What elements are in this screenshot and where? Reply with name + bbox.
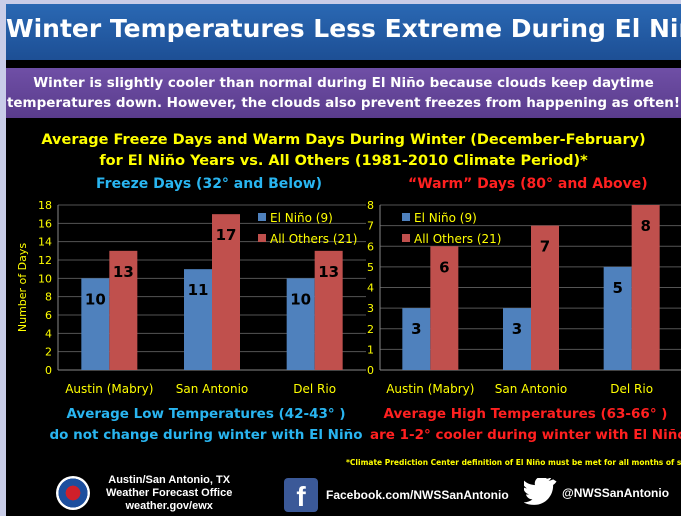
freeze-category-label: San Antonio: [176, 382, 249, 396]
warm-data-label: 3: [411, 320, 421, 338]
warm-legend-swatch: [402, 213, 410, 221]
freeze-data-label: 13: [318, 263, 339, 281]
warm-y-tick-label: 1: [367, 343, 374, 356]
freeze-bar: [286, 278, 315, 370]
warm-y-tick-label: 6: [367, 240, 374, 253]
freeze-y-tick-label: 12: [38, 254, 52, 267]
freeze-y-tick-label: 0: [45, 364, 52, 377]
footnote: *Climate Prediction Center definition of…: [346, 458, 681, 467]
warm-data-label: 6: [439, 258, 449, 276]
freeze-data-label: 11: [188, 281, 209, 299]
warm-y-tick-label: 0: [367, 364, 374, 377]
freeze-legend-label: El Niño (9): [270, 211, 333, 225]
title-bar: Winter Temperatures Less Extreme During …: [6, 4, 681, 60]
freeze-bar: [314, 250, 343, 370]
warm-legend-label: El Niño (9): [414, 211, 477, 225]
warm-data-label: 3: [512, 320, 522, 338]
freeze-note-line-1: Average Low Temperatures (42-43° ): [66, 406, 346, 422]
freeze-data-label: 17: [216, 226, 237, 244]
freeze-y-tick-label: 16: [38, 217, 52, 230]
footer: Austin/San Antonio, TX Weather Forecast …: [6, 470, 681, 516]
freeze-y-tick-label: 4: [45, 327, 52, 340]
freeze-data-label: 10: [85, 290, 106, 308]
twitter-handle[interactable]: @NWSSanAntonio: [562, 486, 670, 500]
freeze-note-line-2: do not change during winter with El Niño: [49, 427, 363, 443]
warm-note-line-1: Average High Temperatures (63-66° ): [383, 406, 668, 422]
freeze-legend-label: All Others (21): [270, 232, 357, 246]
freeze-category-label: Austin (Mabry): [65, 382, 153, 396]
freeze-bar: [109, 250, 138, 370]
warm-chart-title: “Warm” Days (80° and Above): [408, 176, 648, 192]
freeze-category-label: Del Rio: [293, 382, 336, 396]
warm-category-label: Austin (Mabry): [386, 382, 474, 396]
freeze-y-tick-label: 6: [45, 309, 52, 322]
chart-title-line-1: Average Freeze Days and Warm Days During…: [41, 132, 646, 148]
chart-title-line-2: for El Niño Years vs. All Others (1981-2…: [99, 153, 588, 169]
warm-y-tick-label: 3: [367, 302, 374, 315]
subtitle: Winter is slightly cooler than normal du…: [6, 73, 681, 113]
freeze-bar: [212, 214, 240, 370]
warm-data-label: 5: [612, 279, 622, 297]
freeze-y-axis-label: Number of Days: [16, 243, 29, 333]
freeze-y-tick-label: 14: [38, 236, 52, 249]
office-line-2: Weather Forecast Office: [106, 487, 233, 499]
warm-data-label: 7: [540, 238, 550, 256]
freeze-legend-swatch: [258, 213, 266, 221]
warm-y-tick-label: 8: [367, 199, 374, 212]
warm-y-tick-label: 4: [367, 282, 374, 295]
warm-legend-label: All Others (21): [414, 232, 501, 246]
warm-data-label: 8: [640, 217, 650, 235]
warm-y-tick-label: 5: [367, 261, 374, 274]
facebook-icon[interactable]: f: [284, 478, 318, 512]
freeze-chart-title: Freeze Days (32° and Below): [96, 176, 323, 192]
warm-bar: [631, 205, 660, 370]
freeze-data-label: 10: [290, 290, 311, 308]
freeze-bar: [184, 269, 212, 370]
warm-category-label: San Antonio: [495, 382, 568, 396]
freeze-bar: [81, 278, 110, 370]
office-line-3: weather.gov/ewx: [125, 500, 213, 512]
freeze-data-label: 13: [113, 263, 134, 281]
warm-bar: [430, 246, 459, 370]
twitter-bird-icon[interactable]: [524, 478, 558, 508]
freeze-y-tick-label: 8: [45, 291, 52, 304]
warm-bar: [531, 225, 559, 370]
infographic: Winter Temperatures Less Extreme During …: [6, 4, 681, 516]
facebook-link[interactable]: Facebook.com/NWSSanAntonio: [326, 488, 509, 502]
office-info: Austin/San Antonio, TX Weather Forecast …: [106, 474, 232, 513]
warm-bar: [603, 266, 632, 370]
freeze-y-tick-label: 18: [38, 199, 52, 212]
freeze-y-tick-label: 2: [45, 346, 52, 359]
warm-y-tick-label: 7: [367, 220, 374, 233]
warm-category-label: Del Rio: [610, 382, 653, 396]
subtitle-box: Winter is slightly cooler than normal du…: [6, 68, 681, 118]
warm-legend-swatch: [402, 234, 410, 242]
freeze-y-tick-label: 10: [38, 272, 52, 285]
warm-bar: [503, 308, 531, 370]
office-line-1: Austin/San Antonio, TX: [108, 474, 231, 486]
nws-logo-icon: [56, 476, 90, 510]
warm-bar: [402, 308, 431, 370]
warm-y-tick-label: 2: [367, 323, 374, 336]
freeze-legend-swatch: [258, 234, 266, 242]
page-title: Winter Temperatures Less Extreme During …: [6, 14, 681, 43]
subtitle-line-1: Winter is slightly cooler than normal du…: [33, 75, 654, 91]
subtitle-line-2: temperatures down. However, the clouds a…: [6, 95, 681, 111]
warm-note-line-2: are 1-2° cooler during winter with El Ni…: [370, 427, 681, 443]
